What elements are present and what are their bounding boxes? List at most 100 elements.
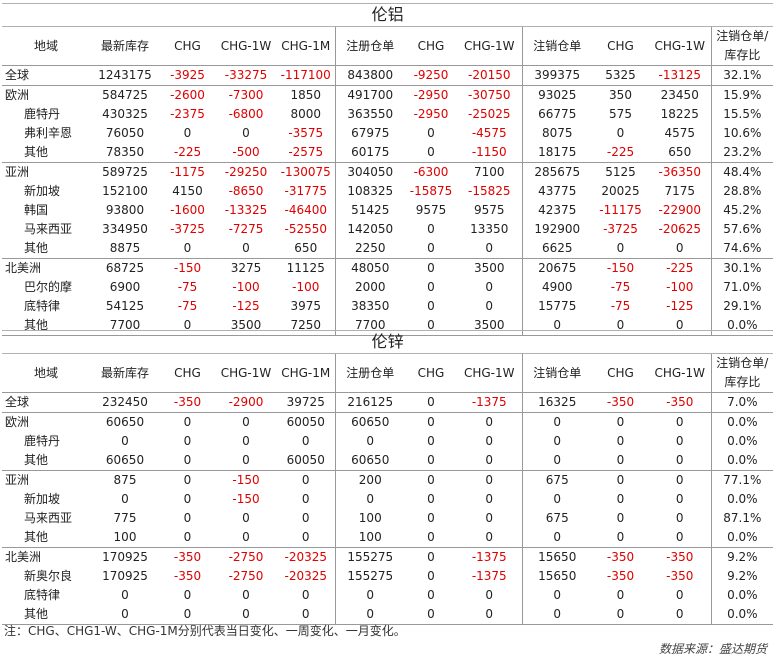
cell-value: 60050: [286, 415, 325, 429]
cell-value: 74.6%: [710, 239, 774, 259]
region-label: 其他: [2, 605, 90, 625]
cell-value: 650: [277, 239, 335, 259]
cell-value: 0: [485, 280, 494, 294]
cell-value: 39725: [277, 392, 335, 413]
cell-value: 0: [90, 605, 160, 625]
footnote: 注：CHG、CHG1-W、CHG-1M分别代表当日变化、一周变化、一月变化。: [4, 624, 406, 638]
cell-value: 0: [521, 586, 592, 605]
column-header: 地域: [2, 26, 90, 66]
table-row: 马来西亚 334950 -3725 -7275 -52550 142050 0 13350 19…: [2, 220, 774, 239]
cell-value: 0: [427, 415, 435, 429]
cell-value: 0: [427, 492, 435, 506]
cell-value: 0: [215, 528, 277, 548]
cell-value: 0: [675, 492, 684, 506]
cell-value: -29250: [224, 165, 268, 179]
cell-value: 11125: [286, 261, 325, 275]
region-label: 鹿特丹: [24, 434, 61, 448]
column-header: CHG: [592, 353, 649, 393]
cell-value: -7275: [228, 222, 264, 236]
region-label: 亚洲: [5, 165, 30, 179]
region-label: 其他: [2, 143, 90, 163]
cell-value: -3725: [170, 222, 205, 236]
cell-value: -2950: [413, 107, 449, 121]
cell-value: -75: [610, 299, 631, 313]
column-header: 最新库存: [90, 26, 160, 66]
cell-value: 0: [242, 415, 250, 429]
region-label: 弗利辛恩: [24, 126, 73, 140]
cell-value: -20325: [284, 550, 327, 564]
cell-value: 0: [405, 143, 457, 163]
cell-value: 60175: [334, 143, 405, 163]
cell-value: 0: [675, 473, 684, 487]
cell-value: -25025: [467, 107, 511, 121]
cell-value: -4575: [471, 126, 507, 140]
cell-value: -125: [666, 299, 694, 313]
table-row: 底特律 54125 -75 -125 3975 38350 0 0 15775 -75 -125 29…: [2, 297, 774, 316]
cell-value: 285675: [521, 162, 592, 182]
cell-value: 60650: [90, 451, 160, 471]
cell-value: 650: [649, 143, 711, 163]
region-label: 底特律: [24, 588, 61, 602]
cell-value: -150: [232, 473, 260, 487]
cell-value: 0: [485, 492, 494, 506]
column-header: CHG: [592, 26, 649, 66]
cell-value: 0: [616, 473, 625, 487]
region-label: 底特律: [24, 299, 61, 313]
cell-value: -350: [160, 392, 215, 413]
header-row: 地域 最新库存 CHG CHG-1W CHG-1M 注册仓单 CHG CHG-1W 注销仓单 CH…: [2, 26, 774, 66]
cell-value: 60650: [334, 412, 405, 432]
table-row: 其他 78350 -225 -500 -2575 60175 0 -1150 18175 -225…: [2, 143, 774, 163]
cell-value: -100: [292, 280, 320, 294]
table-row: 其他 8875 0 0 650 2250 0 0 6625 0 0 74.6%: [2, 239, 774, 259]
cell-value: 48050: [334, 258, 405, 278]
cell-value: -500: [215, 143, 277, 163]
cell-value: 142050: [334, 220, 405, 239]
table-row: 全球 232450 -350 -2900 39725 216125 0 -1375 16325-…: [2, 392, 774, 413]
cell-value: 584725: [102, 88, 148, 102]
cell-value: -1375: [471, 569, 507, 583]
cell-value: 0: [616, 126, 625, 140]
cell-value: -150: [232, 492, 260, 506]
cell-value: -31775: [284, 184, 327, 198]
cell-value: 0: [121, 492, 129, 506]
cell-value: 0: [427, 569, 435, 583]
table-lme-aluminum: 伦铝 地域 最新库存 CHG CHG-1W CHG-1M 注册仓单 CHG CHG-1W 注销仓单…: [2, 3, 774, 336]
cell-value: 0.0%: [710, 451, 774, 471]
cell-value: 170925: [102, 569, 148, 583]
cell-value: 0: [160, 239, 215, 259]
header-row: 地域 最新库存 CHG CHG-1W CHG-1M 注册仓单 CHG CHG-1W 注销仓单 CH…: [2, 353, 774, 393]
table-row: 其他 0 0 0 0 0 0 0 0 0 0 0.0%: [2, 605, 774, 625]
cell-value: -7300: [228, 88, 264, 102]
column-header: CHG-1W: [457, 353, 522, 393]
cell-value: 0: [427, 280, 435, 294]
table-row: 北美洲 170925 -350 -2750 -20325 155275 0 -1375 1565…: [2, 547, 774, 567]
cell-value: 6625: [521, 239, 592, 259]
cell-value: 10.6%: [710, 124, 774, 143]
cell-value: 0: [183, 126, 192, 140]
cell-value: 0: [521, 432, 592, 451]
cell-value: -13325: [224, 203, 268, 217]
cell-value: 1243175: [90, 65, 160, 86]
region-label: 其他: [2, 451, 90, 471]
cell-value: 9575: [473, 203, 505, 217]
cell-value: 0.0%: [710, 432, 774, 451]
region-label: 韩国: [24, 203, 49, 217]
cell-value: 0: [675, 511, 684, 525]
cell-value: 2000: [334, 278, 405, 297]
cell-value: 30.1%: [710, 258, 774, 278]
cell-value: 78350: [90, 143, 160, 163]
cell-value: 875: [113, 473, 137, 487]
cell-value: -3925: [160, 65, 215, 86]
cell-value: 0: [334, 490, 405, 509]
column-header: 注销仓单/库存比: [710, 353, 774, 393]
cell-value: -15875: [409, 184, 453, 198]
cell-value: 843800: [334, 65, 405, 86]
cell-value: 0: [405, 528, 457, 548]
cell-value: 6900: [109, 280, 141, 294]
cell-value: 0: [301, 473, 310, 487]
cell-value: 18225: [660, 107, 699, 121]
cell-value: 334950: [102, 222, 148, 236]
cell-value: 0: [183, 511, 192, 525]
table-row: 新奥尔良 170925 -350 -2750 -20325 155275 0 -1375 156…: [2, 567, 774, 586]
cell-value: -75: [177, 299, 198, 313]
